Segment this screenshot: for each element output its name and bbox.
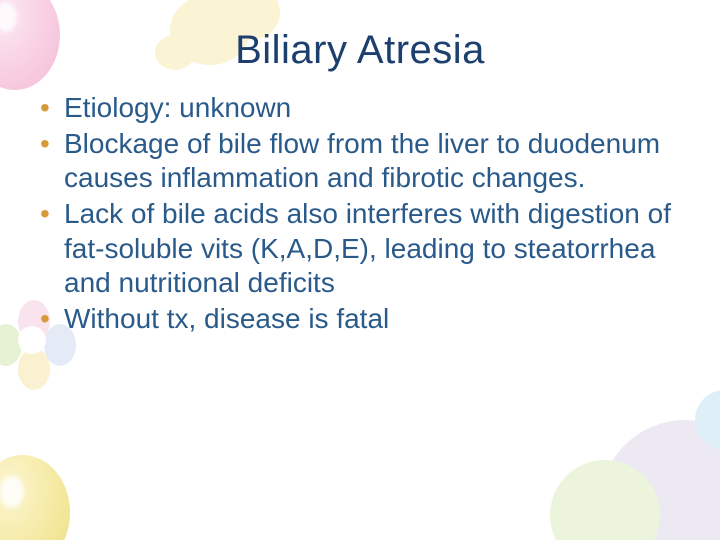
bullet-text: Etiology: unknown: [64, 92, 291, 123]
slide-title: Biliary Atresia: [38, 28, 682, 73]
bullet-text: Blockage of bile flow from the liver to …: [64, 128, 660, 193]
bullet-item: Lack of bile acids also interferes with …: [38, 197, 682, 299]
bullet-text: Lack of bile acids also interferes with …: [64, 198, 671, 297]
bullet-item: Etiology: unknown: [38, 91, 682, 125]
bullet-text: Without tx, disease is fatal: [64, 303, 389, 334]
slide-container: Biliary Atresia Etiology: unknown Blocka…: [0, 0, 720, 540]
bullet-item: Without tx, disease is fatal: [38, 302, 682, 336]
bullet-item: Blockage of bile flow from the liver to …: [38, 127, 682, 195]
bullet-list: Etiology: unknown Blockage of bile flow …: [38, 91, 682, 336]
